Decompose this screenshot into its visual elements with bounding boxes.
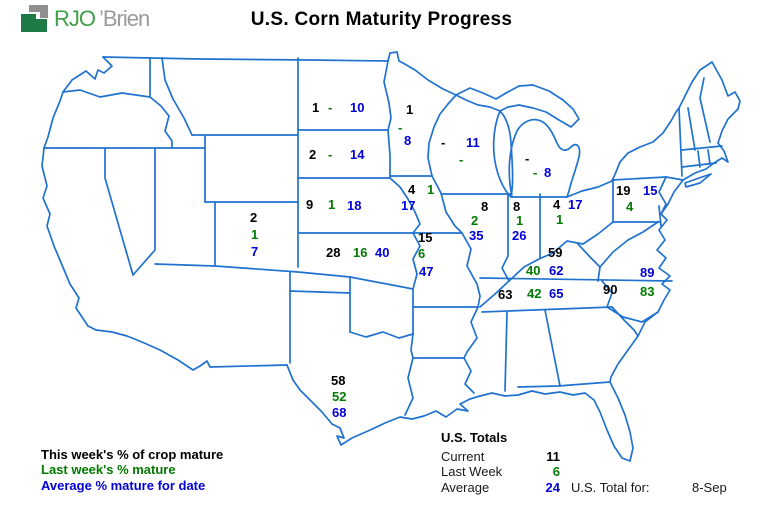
legend-average: Average % mature for date xyxy=(41,478,206,493)
value-minnesota-current: 1 xyxy=(406,102,414,117)
totals-date: 8-Sep xyxy=(692,480,727,495)
logo-text-brien: ’Brien xyxy=(99,6,150,31)
value-colorado-average: 7 xyxy=(251,244,259,259)
totals-average-label: Average xyxy=(441,480,490,495)
value-pennsylvania-current: 19 xyxy=(616,183,631,198)
value-michigan-current: - xyxy=(525,151,530,166)
rjobrien-logo-icon xyxy=(21,5,48,32)
value-wisconsin-current: - xyxy=(441,135,446,150)
value-illinois-lastweek: 2 xyxy=(471,213,479,228)
rjobrien-logo: RJO ’Brien xyxy=(20,4,150,34)
value-north-carolina-current: 90 xyxy=(603,282,618,297)
value-colorado-current: 2 xyxy=(250,210,258,225)
value-texas-current: 58 xyxy=(331,373,346,388)
value-kentucky-average: 62 xyxy=(549,263,564,278)
value-texas-average: 68 xyxy=(332,405,347,420)
value-south-dakota-lastweek: - xyxy=(328,147,333,162)
value-wisconsin-lastweek: - xyxy=(459,152,464,167)
value-north-carolina-lastweek: 83 xyxy=(640,284,655,299)
value-wisconsin-average: 11 xyxy=(466,135,480,150)
value-indiana-average: 26 xyxy=(512,228,527,243)
value-tennessee-average: 65 xyxy=(549,286,564,301)
value-kentucky-current: 59 xyxy=(548,245,563,260)
value-missouri-average: 47 xyxy=(419,264,434,279)
value-north-dakota-lastweek: - xyxy=(328,100,333,115)
value-south-dakota-current: 2 xyxy=(309,147,317,162)
value-missouri-lastweek: 6 xyxy=(418,246,426,261)
totals-current-value: 11 xyxy=(546,449,560,464)
value-tennessee-lastweek: 42 xyxy=(527,286,542,301)
totals-lastweek-value: 6 xyxy=(552,464,560,479)
value-nebraska-current: 9 xyxy=(306,197,314,212)
value-north-dakota-average: 10 xyxy=(350,100,365,115)
value-south-dakota-average: 14 xyxy=(350,147,365,162)
value-nebraska-lastweek: 1 xyxy=(328,197,336,212)
value-minnesota-average: 8 xyxy=(404,133,412,148)
value-tennessee-current: 63 xyxy=(498,287,513,302)
value-virginia-average: 89 xyxy=(640,265,655,280)
value-illinois-current: 8 xyxy=(481,199,489,214)
value-ohio-average: 17 xyxy=(568,197,583,212)
totals-average-value: 24 xyxy=(545,480,560,495)
page-title: U.S. Corn Maturity Progress xyxy=(250,9,513,30)
totals-total-for-label: U.S. Total for: xyxy=(571,480,650,495)
value-indiana-current: 8 xyxy=(513,199,521,214)
value-minnesota-lastweek: - xyxy=(398,120,403,135)
value-iowa-current: 4 xyxy=(408,182,416,197)
value-north-dakota-current: 1 xyxy=(312,100,320,115)
value-kentucky-lastweek: 40 xyxy=(526,263,541,278)
value-colorado-lastweek: 1 xyxy=(251,227,259,242)
totals-heading: U.S. Totals xyxy=(441,430,508,445)
value-michigan-average: 8 xyxy=(544,165,552,180)
value-kansas-lastweek: 16 xyxy=(353,245,368,260)
value-michigan-lastweek: - xyxy=(533,165,538,180)
totals-lastweek-label: Last Week xyxy=(441,464,503,479)
value-pennsylvania-lastweek: 4 xyxy=(626,199,634,214)
value-iowa-lastweek: 1 xyxy=(427,182,435,197)
value-kansas-average: 40 xyxy=(375,245,390,260)
legend-last-week: Last week's % mature xyxy=(41,462,176,477)
totals-current-label: Current xyxy=(441,449,485,464)
logo-text-rjo: RJO xyxy=(54,6,96,31)
legend-this-week: This week's % of crop mature xyxy=(41,447,224,462)
value-missouri-current: 15 xyxy=(418,230,433,245)
value-ohio-current: 4 xyxy=(553,197,561,212)
value-ohio-lastweek: 1 xyxy=(556,212,564,227)
value-indiana-lastweek: 1 xyxy=(516,213,524,228)
value-texas-lastweek: 52 xyxy=(332,389,347,404)
value-nebraska-average: 18 xyxy=(347,198,362,213)
value-pennsylvania-average: 15 xyxy=(643,183,658,198)
value-kansas-current: 28 xyxy=(326,245,341,260)
value-illinois-average: 35 xyxy=(469,228,484,243)
value-iowa-average: 17 xyxy=(401,198,416,213)
